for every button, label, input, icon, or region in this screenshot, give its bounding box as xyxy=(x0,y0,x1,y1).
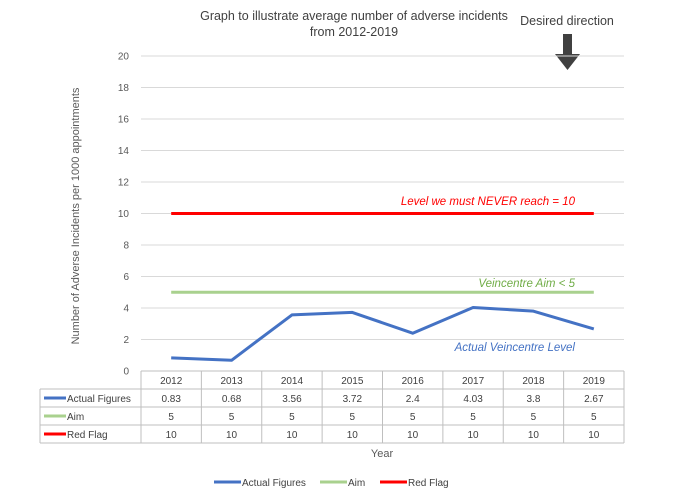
x-category-label: 2014 xyxy=(281,376,304,387)
legend-label: Actual Figures xyxy=(242,478,306,489)
table-cell: 3.72 xyxy=(343,394,363,405)
legend-label: Red Flag xyxy=(408,478,449,489)
y-tick-label: 8 xyxy=(123,241,129,252)
y-axis-ticks: 0 2 4 6 8 10 12 14 16 18 20 xyxy=(118,52,130,378)
x-category-label: 2012 xyxy=(160,376,183,387)
table-cell: 3.56 xyxy=(282,394,302,405)
chart-title-line-2: from 2012-2019 xyxy=(310,25,398,39)
table-cell: 5 xyxy=(410,412,416,423)
y-axis-label: Number of Adverse Incidents per 1000 app… xyxy=(70,87,82,344)
table-cell: 5 xyxy=(229,412,235,423)
x-category-label: 2016 xyxy=(402,376,425,387)
legend-label: Aim xyxy=(348,478,365,489)
x-category-label: 2013 xyxy=(220,376,243,387)
series-lines xyxy=(171,212,595,362)
table-cell: 10 xyxy=(468,430,480,441)
x-category-label: 2019 xyxy=(583,376,606,387)
table-cell: 5 xyxy=(591,412,597,423)
table-cell: 10 xyxy=(347,430,359,441)
y-tick-label: 2 xyxy=(123,335,129,346)
table-cell: 0.83 xyxy=(161,394,181,405)
actual-level-annotation: Actual Veincentre Level xyxy=(454,342,576,354)
y-tick-label: 14 xyxy=(118,146,130,157)
legend: Actual Figures Aim Red Flag xyxy=(214,478,449,489)
table-cell: 10 xyxy=(286,430,298,441)
table-cell: 5 xyxy=(470,412,476,423)
y-tick-label: 6 xyxy=(123,272,129,283)
x-category-label: 2017 xyxy=(462,376,485,387)
y-tick-label: 16 xyxy=(118,115,130,126)
table-cell: 5 xyxy=(350,412,356,423)
series-line-actual-figures xyxy=(171,306,595,362)
table-cell: 2.67 xyxy=(584,394,604,405)
table-series-name: Actual Figures xyxy=(67,394,131,405)
table-cell: 4.03 xyxy=(463,394,483,405)
table-cell: 5 xyxy=(168,412,174,423)
table-cell: 2.4 xyxy=(406,394,420,405)
arrow-down-icon xyxy=(555,34,580,70)
x-category-label: 2015 xyxy=(341,376,364,387)
table-cell: 3.8 xyxy=(526,394,540,405)
aim-annotation: Veincentre Aim < 5 xyxy=(478,278,575,290)
y-tick-label: 0 xyxy=(123,367,129,378)
table-cell: 10 xyxy=(226,430,238,441)
y-tick-label: 18 xyxy=(118,83,130,94)
desired-direction-label: Desired direction xyxy=(520,14,614,28)
data-table: 2012 2013 2014 2015 2016 2017 2018 2019 Actual F… xyxy=(39,370,625,444)
table-cell: 5 xyxy=(531,412,537,423)
y-tick-label: 20 xyxy=(118,52,130,63)
table-series-name: Red Flag xyxy=(67,430,108,441)
table-cell: 10 xyxy=(166,430,178,441)
x-axis-label: Year xyxy=(371,448,394,460)
table-series-name: Aim xyxy=(67,412,84,423)
table-cell: 0.68 xyxy=(222,394,242,405)
table-cell: 10 xyxy=(528,430,540,441)
table-cell: 10 xyxy=(407,430,419,441)
table-cell: 10 xyxy=(588,430,600,441)
y-tick-label: 12 xyxy=(118,178,130,189)
chart-title-line-1: Graph to illustrate average number of ad… xyxy=(200,9,508,23)
x-category-label: 2018 xyxy=(522,376,545,387)
table-cell: 5 xyxy=(289,412,295,423)
red-flag-annotation: Level we must NEVER reach = 10 xyxy=(401,196,576,208)
chart-title: Graph to illustrate average number of ad… xyxy=(200,9,508,39)
y-tick-label: 10 xyxy=(118,209,130,220)
y-tick-label: 4 xyxy=(123,304,129,315)
